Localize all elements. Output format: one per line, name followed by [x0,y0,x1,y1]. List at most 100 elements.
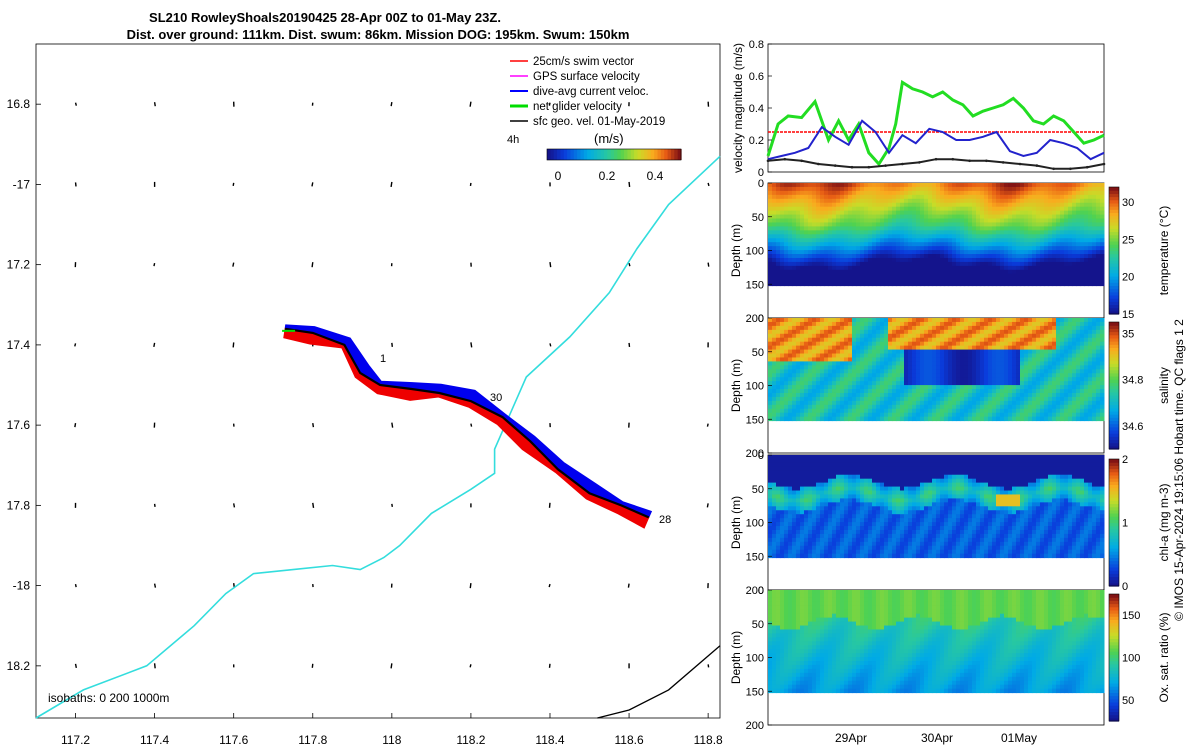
section-cell [912,413,917,417]
section-cell [924,250,929,254]
section-cell [912,401,917,405]
section-cell [980,183,985,187]
section-cell [908,187,913,191]
section-cell [996,282,1001,286]
section-cell [904,346,909,350]
section-cell [1060,397,1065,401]
section-cell [1032,354,1037,358]
section-cell [1024,393,1029,397]
section-cell [1000,242,1005,246]
section-cell [776,242,781,246]
section-cell [784,506,789,510]
section-cell [848,377,853,381]
section-cell [1100,346,1105,350]
section-cell [812,330,817,334]
section-cell [976,385,981,389]
section-cell [992,242,997,246]
section-cell [1056,207,1061,211]
section-cell [784,514,789,518]
section-cell [800,373,805,377]
section-cell [996,183,1001,187]
section-cell [772,226,777,230]
section-cell [960,211,965,215]
section-cell [1092,369,1097,373]
section-cell [1044,377,1049,381]
section-cell [1096,334,1101,338]
section-cell [1044,222,1049,226]
section-cell [972,377,977,381]
section-cell [1044,369,1049,373]
section-cell [1072,350,1077,354]
section-cell [948,401,953,405]
section-cell [848,219,853,223]
section-cell [812,282,817,286]
section-cell [912,338,917,342]
section-cell [780,554,785,558]
section-cell [880,369,885,373]
section-cell [1100,183,1105,187]
section-cell [780,215,785,219]
section-cell [768,357,773,361]
section-cell [1040,215,1045,219]
section-cell [1080,230,1085,234]
section-cell [892,211,897,215]
section-cell [1012,409,1017,413]
section-cell [884,389,889,393]
section-cell [1080,278,1085,282]
section-cell [772,330,777,334]
section-cell [916,219,921,223]
section-cell [976,266,981,270]
section-cell [852,397,857,401]
section-cell [988,342,993,346]
section-cell [1080,322,1085,326]
section-cell [908,369,913,373]
section-cell [812,222,817,226]
section-cell [920,278,925,282]
section-cell [1088,219,1093,223]
section-cell [1040,346,1045,350]
section-cell [1100,266,1105,270]
section-cell [864,409,869,413]
section-cell [1076,199,1081,203]
section-cell [932,409,937,413]
section-cell [900,215,905,219]
section-cell [892,274,897,278]
section-cell [944,350,949,354]
section-cell [984,195,989,199]
section-cell [1072,238,1077,242]
section-cell [844,238,849,242]
section-cell [916,254,921,258]
section-cell [1100,377,1105,381]
section-cell [888,266,893,270]
section-cell [824,258,829,262]
section-cell [852,254,857,258]
section-cell [984,242,989,246]
section-cell [872,246,877,250]
section-cell [852,266,857,270]
section-cell [876,369,881,373]
section-cell [960,274,965,278]
section-cell [1076,322,1081,326]
section-cell [808,381,813,385]
section-cell [1032,226,1037,230]
section-cell [988,393,993,397]
section-cell [976,191,981,195]
section-cell [776,397,781,401]
section-cell [944,203,949,207]
section-cell [988,258,993,262]
section-cell [820,417,825,421]
section-cell [1064,322,1069,326]
section-cell [780,219,785,223]
section-cell [1088,183,1093,187]
section-cell [952,357,957,361]
section-cell [928,234,933,238]
section-cell [1000,234,1005,238]
section-cell [1100,326,1105,330]
section-cell [924,195,929,199]
section-cell [968,191,973,195]
section-cell [892,230,897,234]
section-cell [780,514,785,518]
section-cell [780,494,785,498]
section-cell [1032,326,1037,330]
section-cell [932,385,937,389]
